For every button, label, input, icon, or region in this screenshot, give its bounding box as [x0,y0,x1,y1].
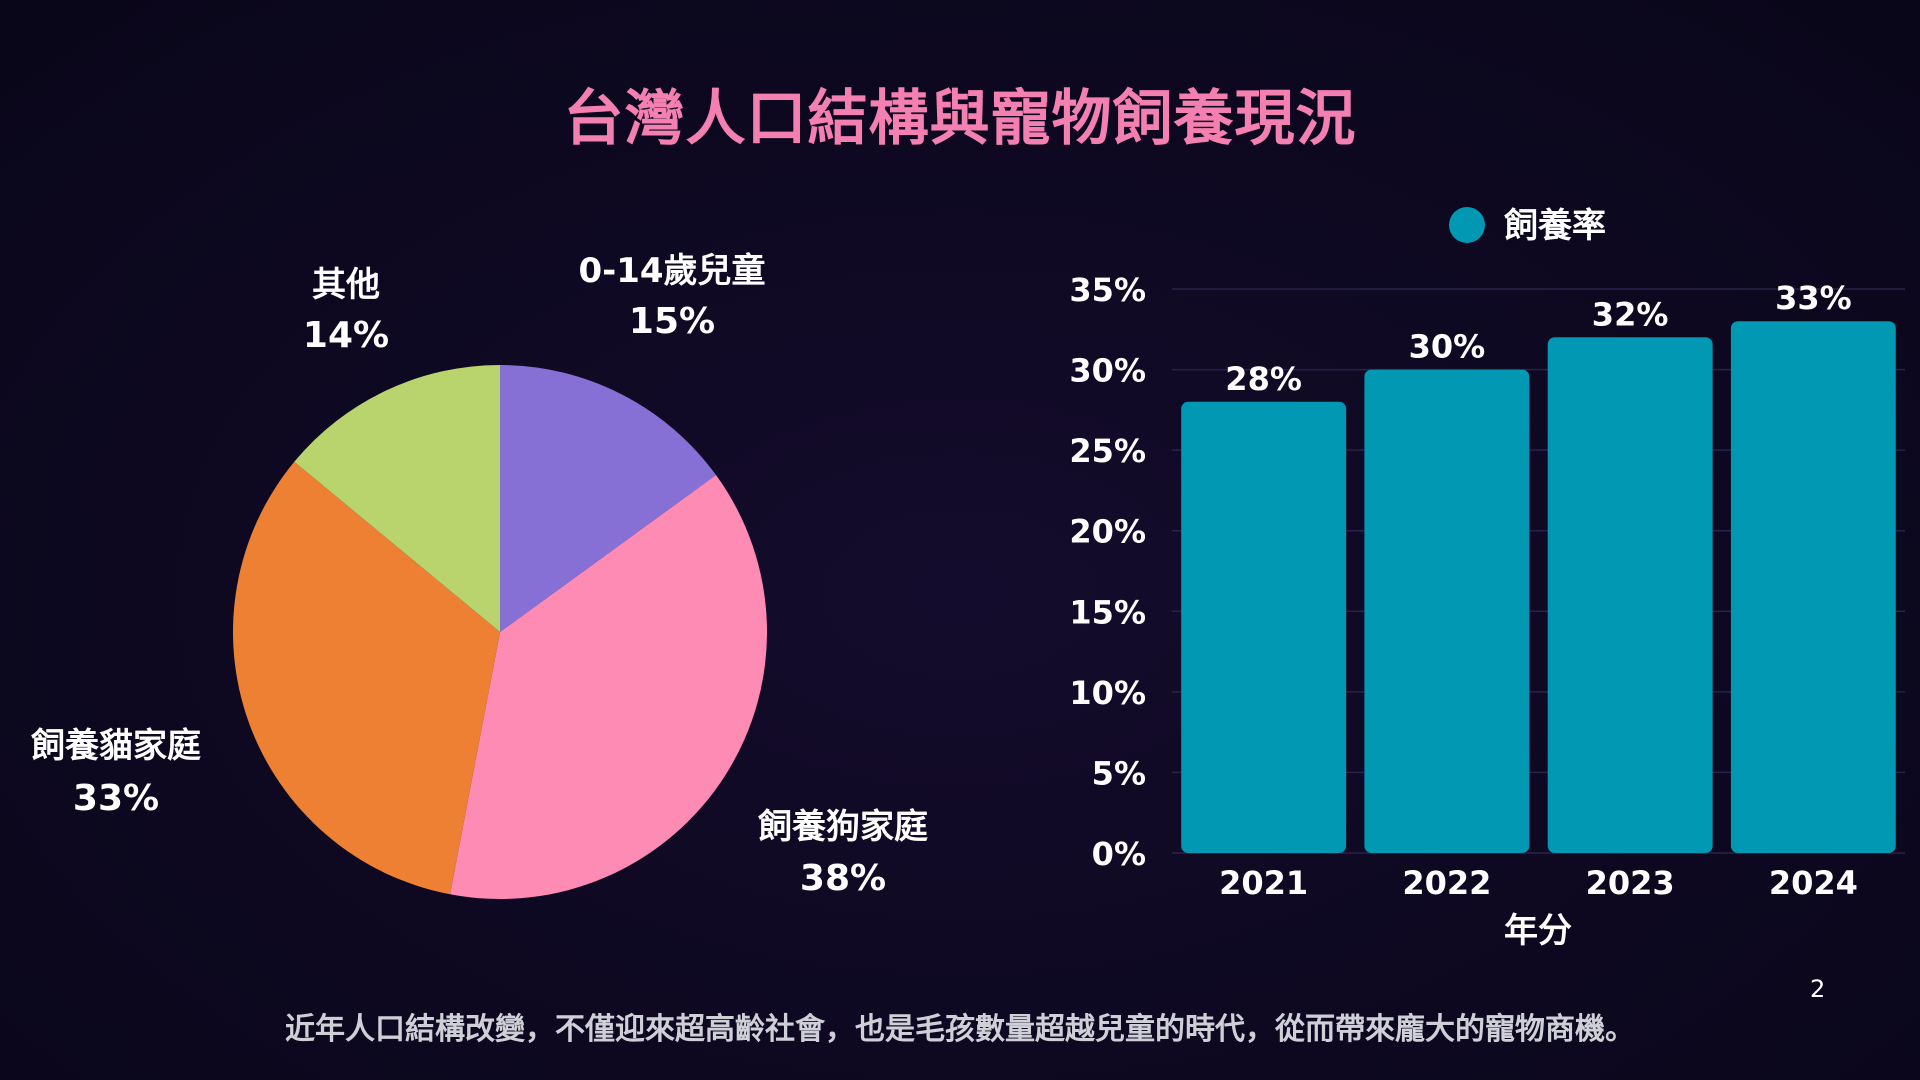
pie-slice-3-value-label: 33% [73,778,159,819]
slide-title: 台灣人口結構與寵物飼養現況 [563,84,1357,154]
pie-slice-4 [294,365,500,632]
x-tick-label-2024: 2024 [1769,864,1858,902]
y-tick-label-1: 5% [1092,754,1146,792]
page-number: 2 [1810,975,1826,1003]
bar-2022 [1364,369,1530,853]
y-tick-label-0: 0% [1092,835,1146,873]
pie-slice-3-label: 飼養貓家庭 [31,726,201,766]
y-tick-label-5: 25% [1069,432,1146,470]
pie-slice-2 [449,475,768,899]
x-axis-title: 年分 [1504,911,1572,951]
bar-value-label-2023: 32% [1592,295,1669,333]
pie-slice-1 [500,365,717,632]
x-tick-label-2022: 2022 [1402,864,1491,902]
x-tick-label-2023: 2023 [1586,864,1675,902]
y-tick-label-2: 10% [1069,674,1146,712]
pie-slice-2-value-label: 38% [800,858,886,899]
legend-label: 飼養率 [1504,206,1606,246]
footer-caption: 近年人口結構改變，不僅迎來超高齡社會，也是毛孩數量超越兒童的時代，從而帶來龐大的… [285,1012,1635,1047]
bar-value-label-2021: 28% [1225,360,1302,398]
pie-slice-4-label: 其他 [312,265,380,305]
bar-value-label-2022: 30% [1409,328,1486,366]
pie-slice-1-label: 0-14歲兒童 [578,251,765,291]
pie-slice-3 [232,461,500,895]
pie-chart: 0-14歲兒童 15% 飼養狗家庭 38% 飼養貓家庭 33% 其他 14% [31,251,928,899]
y-tick-label-4: 20% [1069,513,1146,551]
pie-slice-1-value-label: 15% [629,301,715,342]
bar-2021 [1181,401,1347,853]
x-tick-label-2021: 2021 [1219,864,1308,902]
y-tick-label-3: 15% [1069,593,1146,631]
bar-2024 [1730,321,1896,853]
pie-slice-2-label: 飼養狗家庭 [758,807,928,847]
bar-value-label-2024: 33% [1775,279,1852,317]
pie-slice-4-value-label: 14% [303,315,389,356]
y-tick-label-7: 35% [1069,271,1146,309]
bar-chart: 0% 5% 10% 15% 20% 25% 30% 35% 28% 2021 30% 2022 32% 2… [1069,206,1905,951]
y-tick-label-6: 30% [1069,352,1146,390]
legend-marker [1449,207,1485,243]
bar-2023 [1547,337,1713,853]
